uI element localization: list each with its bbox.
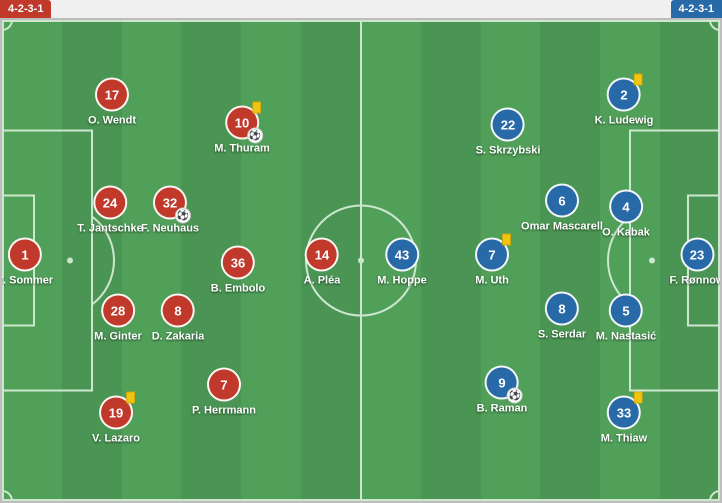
player-name: D. Zakaria	[152, 331, 205, 343]
player-name: A. Pléa	[304, 275, 341, 287]
home-player[interactable]: 1 Y. Sommer	[0, 238, 53, 287]
player-number: 8	[161, 294, 195, 328]
away-player[interactable]: 8 S. Serdar	[538, 292, 586, 341]
player-name: B. Raman	[477, 403, 528, 415]
pitch: 1Y. Sommer17O. Wendt24T. Jantschke28M. G…	[0, 18, 722, 503]
away-player[interactable]: 9⚽ B. Raman	[477, 366, 528, 415]
player-number: 10⚽	[225, 106, 259, 140]
player-number: 1	[8, 238, 42, 272]
home-player[interactable]: 32⚽ F. Neuhaus	[141, 186, 199, 235]
home-player[interactable]: 28 M. Ginter	[94, 294, 142, 343]
yellow-card-icon	[126, 392, 135, 404]
home-player[interactable]: 14 A. Pléa	[304, 238, 341, 287]
player-number: 7	[475, 238, 509, 272]
player-number: 7	[207, 368, 241, 402]
player-number: 9⚽	[485, 366, 519, 400]
away-formation-badge: 4-2-3-1	[671, 0, 722, 18]
player-name: S. Serdar	[538, 329, 586, 341]
player-name: S. Skrzybski	[476, 145, 541, 157]
yellow-card-icon	[252, 102, 261, 114]
player-number: 24	[93, 186, 127, 220]
player-number: 4	[609, 190, 643, 224]
home-player[interactable]: 7 P. Herrmann	[192, 368, 256, 417]
player-name: M. Nastasić	[596, 331, 657, 343]
home-player[interactable]: 10⚽ M. Thuram	[214, 106, 270, 155]
away-player[interactable]: 5 M. Nastasić	[596, 294, 657, 343]
home-player[interactable]: 8 D. Zakaria	[152, 294, 205, 343]
away-player[interactable]: 7 M. Uth	[475, 238, 509, 287]
player-number: 2	[607, 78, 641, 112]
player-name: M. Thuram	[214, 143, 270, 155]
home-player[interactable]: 24 T. Jantschke	[77, 186, 142, 235]
away-player[interactable]: 4 O. Kabak	[602, 190, 650, 239]
home-player[interactable]: 36 B. Embolo	[211, 246, 265, 295]
player-number: 28	[101, 294, 135, 328]
player-number: 5	[609, 294, 643, 328]
player-number: 19	[99, 396, 133, 430]
away-player[interactable]: 33 M. Thiaw	[601, 396, 647, 445]
player-number: 36	[221, 246, 255, 280]
player-name: Y. Sommer	[0, 275, 53, 287]
player-name: M. Ginter	[94, 331, 142, 343]
yellow-card-icon	[502, 234, 511, 246]
player-number: 33	[607, 396, 641, 430]
home-formation-badge: 4-2-3-1	[0, 0, 51, 18]
away-player[interactable]: 23 F. Rønnow	[670, 238, 722, 287]
player-number: 43	[385, 238, 419, 272]
player-name: T. Jantschke	[77, 223, 142, 235]
player-name: Omar Mascarell	[521, 221, 603, 233]
player-name: M. Hoppe	[377, 275, 427, 287]
player-name: P. Herrmann	[192, 405, 256, 417]
player-number: 6	[545, 184, 579, 218]
player-name: F. Rønnow	[670, 275, 722, 287]
player-name: B. Embolo	[211, 283, 265, 295]
player-name: M. Uth	[475, 275, 509, 287]
home-player[interactable]: 17 O. Wendt	[88, 78, 136, 127]
player-name: O. Kabak	[602, 227, 650, 239]
player-number: 23	[680, 238, 714, 272]
away-player[interactable]: 43 M. Hoppe	[377, 238, 427, 287]
goal-icon: ⚽	[175, 208, 191, 224]
away-player[interactable]: 22 S. Skrzybski	[476, 108, 541, 157]
player-number: 32⚽	[153, 186, 187, 220]
yellow-card-icon	[634, 392, 643, 404]
goal-icon: ⚽	[507, 388, 523, 404]
home-player[interactable]: 19 V. Lazaro	[92, 396, 140, 445]
away-player[interactable]: 2 K. Ludewig	[595, 78, 654, 127]
player-name: V. Lazaro	[92, 433, 140, 445]
goal-icon: ⚽	[247, 128, 263, 144]
player-number: 22	[491, 108, 525, 142]
player-name: M. Thiaw	[601, 433, 647, 445]
away-player[interactable]: 6 Omar Mascarell	[521, 184, 603, 233]
player-name: O. Wendt	[88, 115, 136, 127]
player-number: 17	[95, 78, 129, 112]
player-name: K. Ludewig	[595, 115, 654, 127]
player-number: 14	[305, 238, 339, 272]
player-number: 8	[545, 292, 579, 326]
player-name: F. Neuhaus	[141, 223, 199, 235]
yellow-card-icon	[634, 74, 643, 86]
